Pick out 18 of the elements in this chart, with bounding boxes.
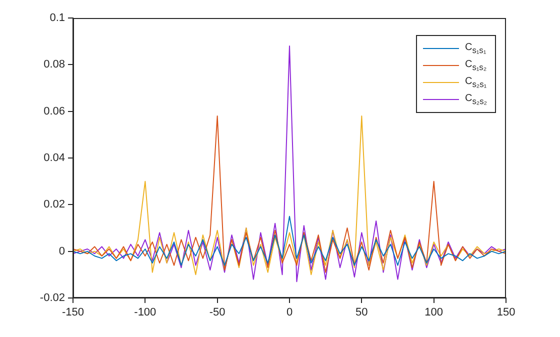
x-tick-label: -50 (209, 306, 226, 319)
legend-label: C$_{s₂s₁}$ (464, 76, 487, 89)
x-tick-label: 100 (424, 306, 444, 319)
y-tick-label: 0 (58, 245, 65, 258)
y-tick-label: 0.04 (44, 152, 65, 164)
y-tick-label: 0.06 (44, 105, 65, 118)
x-tick-label: 150 (496, 306, 516, 319)
y-tick-label: 0.1 (50, 12, 65, 24)
x-tick-label: 50 (356, 306, 368, 319)
y-tick-label: 0.08 (44, 58, 65, 71)
x-tick-label: 0 (286, 306, 293, 319)
x-tick-label: -100 (134, 306, 156, 319)
y-tick-label: 0.02 (44, 198, 65, 211)
legend-label: C$_{s₂s₂}$ (464, 93, 487, 106)
x-tick-label: -150 (62, 306, 84, 319)
legend-label: C$_{s₁s₁}$ (464, 42, 486, 55)
legend-label: C$_{s₁s₂}$ (464, 59, 487, 72)
y-tick-label: -0.02 (40, 292, 65, 304)
